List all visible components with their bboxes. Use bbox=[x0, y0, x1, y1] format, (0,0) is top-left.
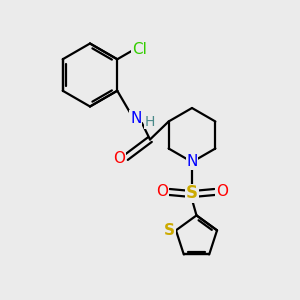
Text: N: N bbox=[186, 154, 198, 169]
Text: S: S bbox=[186, 184, 198, 202]
Text: O: O bbox=[156, 184, 168, 199]
Text: S: S bbox=[164, 223, 175, 238]
Text: H: H bbox=[145, 115, 155, 128]
Text: Cl: Cl bbox=[132, 42, 147, 57]
Text: O: O bbox=[113, 151, 125, 166]
Text: N: N bbox=[130, 111, 142, 126]
Text: O: O bbox=[216, 184, 228, 199]
